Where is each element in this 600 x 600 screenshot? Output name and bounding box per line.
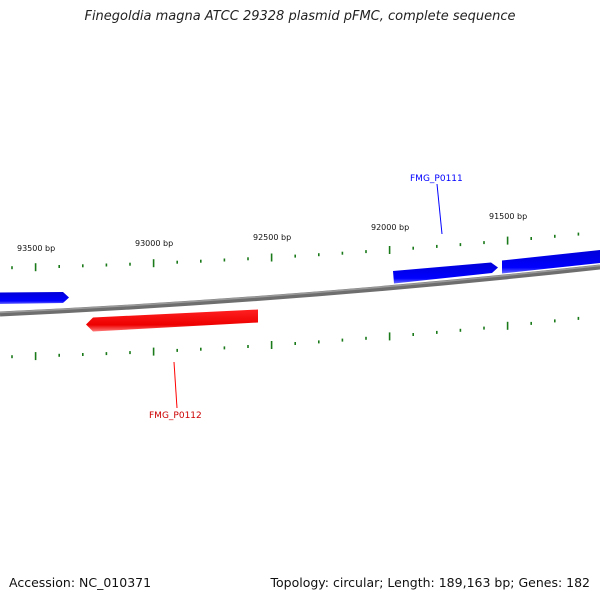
forward-strand-genes [0, 250, 600, 304]
gene-labels: FMG_P0111 FMG_P0112 [149, 174, 463, 421]
tick-label-93000: 93000 bp [135, 239, 173, 248]
tick-label-92000: 92000 bp [371, 223, 409, 232]
gene-arrow-left-edge[interactable] [0, 292, 69, 304]
tick-label-92500: 92500 bp [253, 233, 291, 242]
backbone [0, 264, 600, 317]
tick-label-91500: 91500 bp [489, 212, 527, 221]
label-leader-fmg-p0112 [173, 361, 178, 409]
gene-arrow-fmg-p0112[interactable] [86, 309, 258, 332]
gene-arrow-right-edge[interactable] [502, 250, 600, 274]
gene-label-fmg-p0111[interactable]: FMG_P0111 [410, 174, 463, 184]
map-title: Finegoldia magna ATCC 29328 plasmid pFMC… [84, 9, 516, 24]
gene-arrow-fmg-p0111[interactable] [393, 262, 498, 284]
outer-tick-row [11, 232, 580, 272]
summary-text: Topology: circular; Length: 189,163 bp; … [270, 575, 591, 590]
ruler-labels: 93500 bp 93000 bp 92500 bp 92000 bp 9150… [17, 212, 527, 253]
label-leader-fmg-p0111 [436, 183, 443, 235]
inner-tick-row [11, 316, 580, 361]
reverse-strand-genes [86, 309, 258, 332]
gene-label-fmg-p0112[interactable]: FMG_P0112 [149, 411, 202, 421]
accession-text: Accession: NC_010371 [9, 575, 152, 590]
tick-label-93500: 93500 bp [17, 244, 55, 253]
